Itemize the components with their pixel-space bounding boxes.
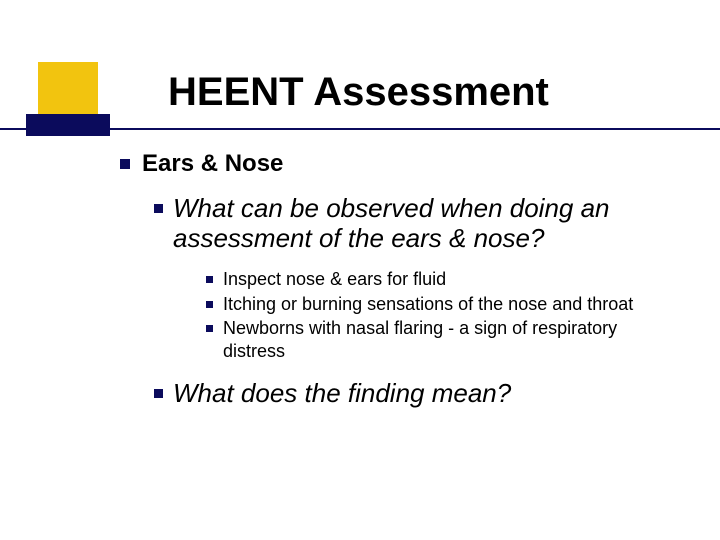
accent-navy-box — [26, 114, 110, 136]
accent-yellow-box — [38, 62, 98, 122]
bullet-square-icon — [206, 276, 213, 283]
bullet-level2: What does the finding mean? — [154, 378, 680, 409]
level3-text: Itching or burning sensations of the nos… — [223, 293, 633, 316]
bullet-square-icon — [154, 389, 163, 398]
bullet-level3: Inspect nose & ears for fluid — [206, 268, 680, 291]
bullet-level1: Ears & Nose — [120, 150, 680, 179]
bullet-square-icon — [206, 325, 213, 332]
bullet-square-icon — [154, 204, 163, 213]
accent-underline — [0, 128, 720, 130]
bullet-level2: What can be observed when doing an asses… — [154, 193, 680, 254]
level2b-text: What does the finding mean? — [173, 378, 511, 409]
level3-text: Newborns with nasal flaring - a sign of … — [223, 317, 680, 362]
level3-text: Inspect nose & ears for fluid — [223, 268, 446, 291]
bullet-level3: Newborns with nasal flaring - a sign of … — [206, 317, 680, 362]
bullet-square-icon — [206, 301, 213, 308]
slide-title: HEENT Assessment — [168, 70, 549, 115]
bullet-square-icon — [120, 159, 130, 169]
bullet-level3: Itching or burning sensations of the nos… — [206, 293, 680, 316]
level2a-text: What can be observed when doing an asses… — [173, 193, 680, 254]
slide: HEENT Assessment Ears & Nose What can be… — [0, 0, 720, 540]
level3-list: Inspect nose & ears for fluid Itching or… — [206, 268, 680, 362]
slide-body: Ears & Nose What can be observed when do… — [120, 150, 680, 409]
level1-text: Ears & Nose — [142, 150, 283, 179]
